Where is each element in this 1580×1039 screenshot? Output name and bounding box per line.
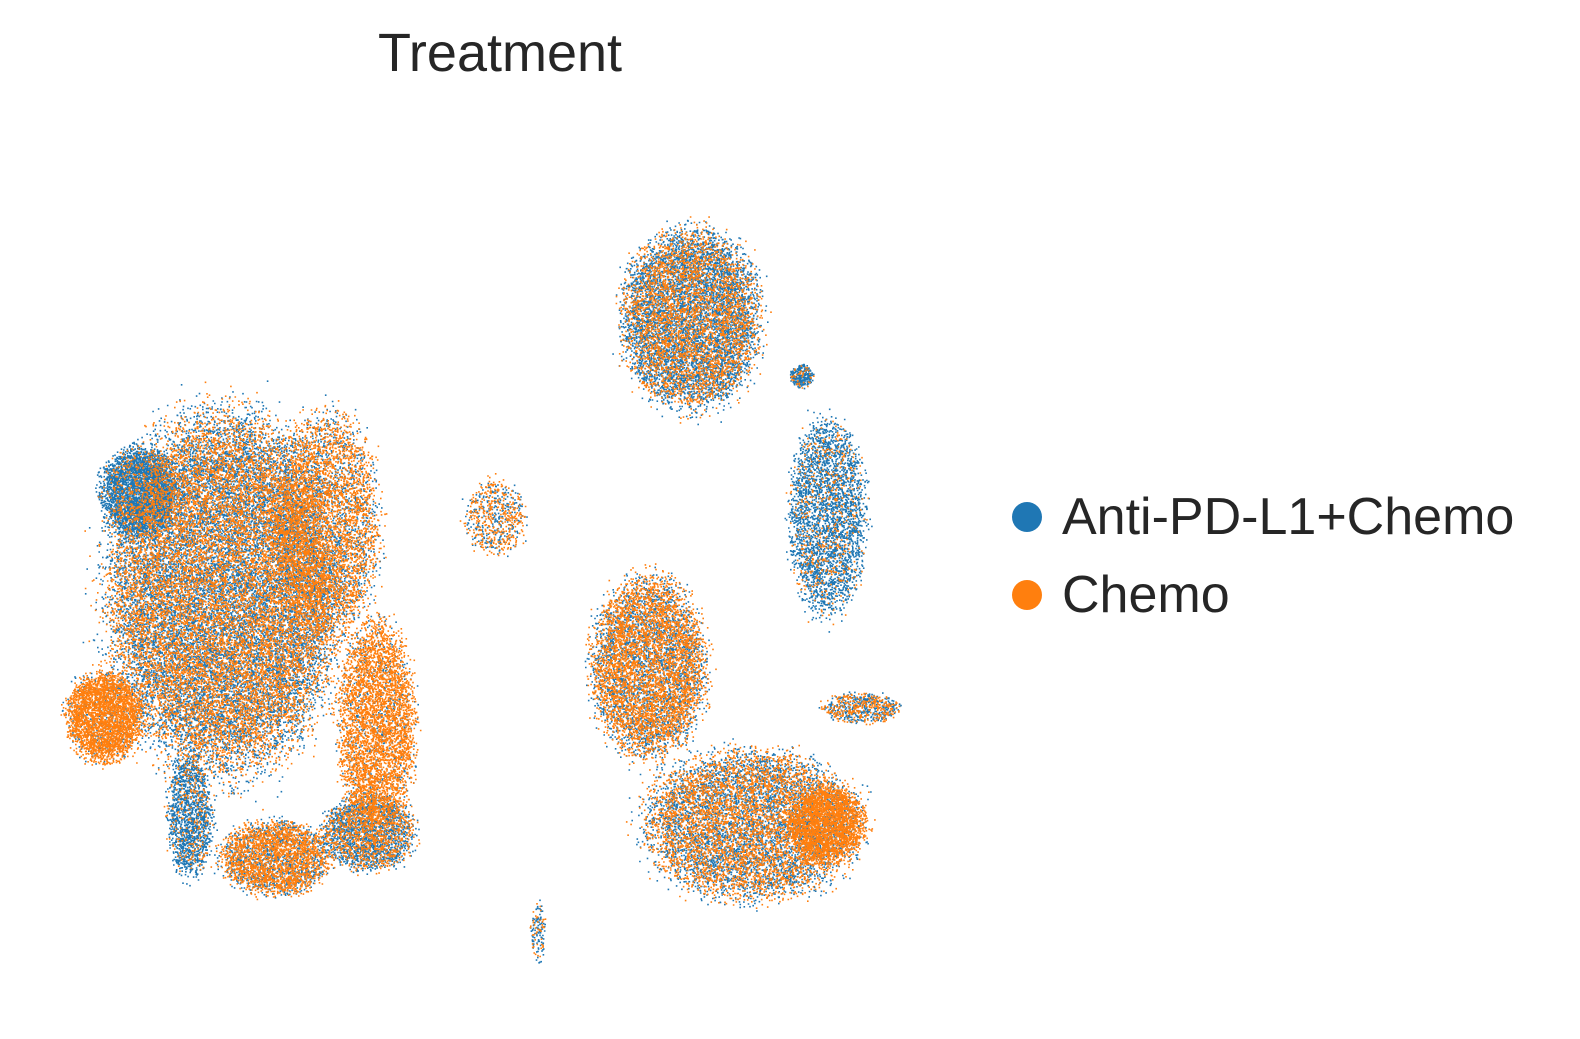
legend: Anti-PD-L1+Chemo Chemo xyxy=(1012,478,1514,634)
legend-item-anti-pd-l1-chemo: Anti-PD-L1+Chemo xyxy=(1012,478,1514,556)
legend-item-chemo: Chemo xyxy=(1012,556,1514,634)
legend-marker-orange xyxy=(1012,580,1042,610)
legend-label: Chemo xyxy=(1062,566,1230,624)
series-points-chemo xyxy=(60,216,901,958)
legend-label: Anti-PD-L1+Chemo xyxy=(1062,488,1515,546)
scatter-points-orange xyxy=(60,216,901,958)
legend-marker-blue xyxy=(1012,502,1042,532)
umap-scatter-plot xyxy=(60,216,902,964)
chart-title: Treatment xyxy=(377,23,623,83)
